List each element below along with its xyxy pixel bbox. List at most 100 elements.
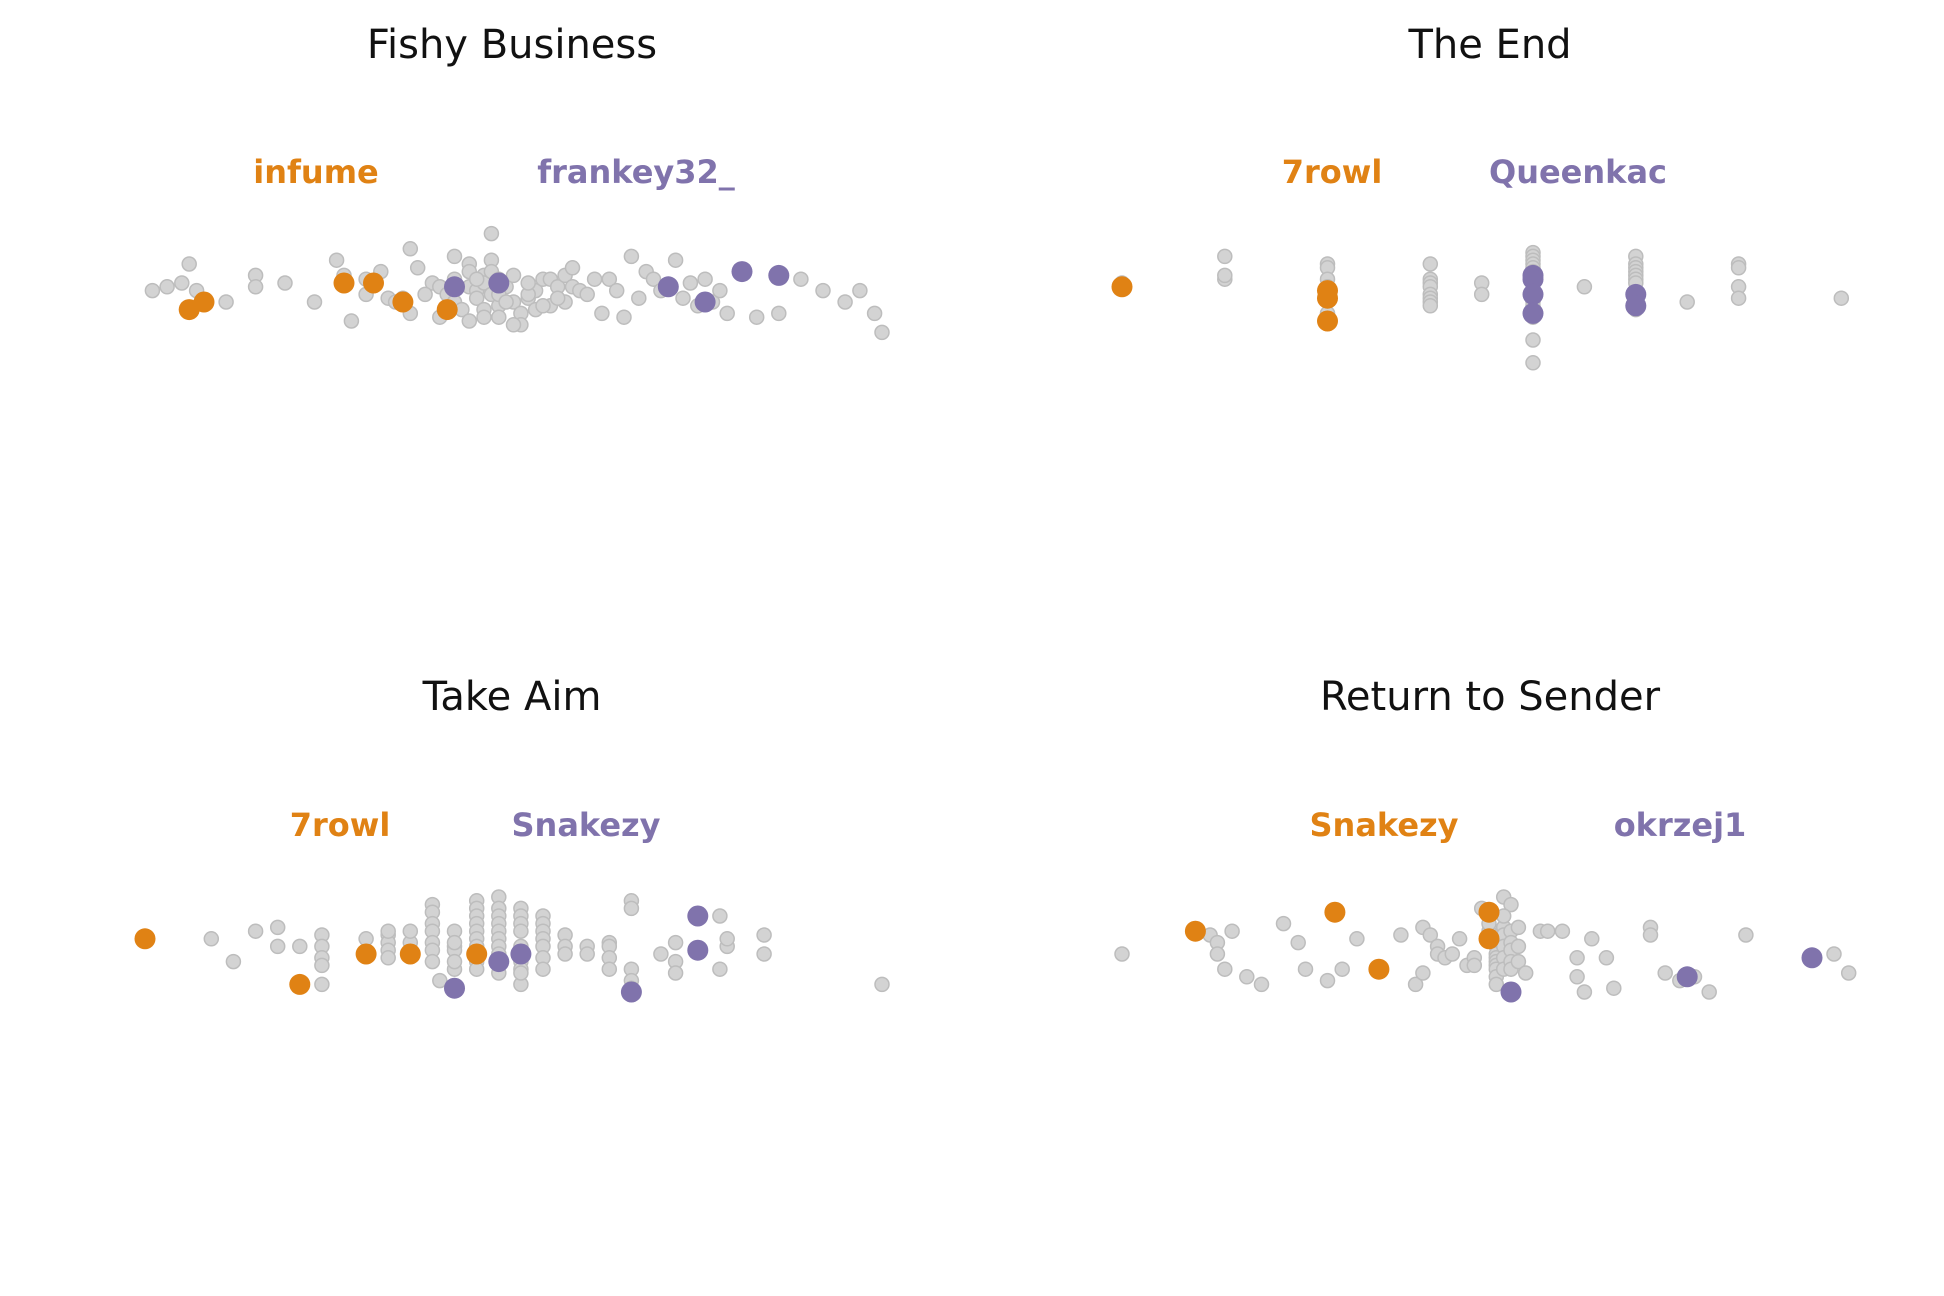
other-player-point [476,309,492,325]
other-player-point [623,248,640,265]
other-player-point [247,923,264,939]
plot-area [134,889,890,1003]
plot-area [144,225,890,341]
other-player-point [1349,931,1365,947]
other-player-point [793,271,809,287]
panel-fishy-business: Fishy Business infume frankey32_ [144,22,890,341]
other-player-point [1517,965,1534,981]
player-a-point [1478,901,1500,923]
other-player-point [874,976,890,993]
player-a-point [193,291,215,313]
other-player-point [513,965,529,981]
player-b-point [1522,268,1544,290]
other-player-point [719,305,735,322]
other-player-point [837,294,853,310]
other-player-point [1422,927,1439,943]
plot-area [1111,244,1850,371]
player-a-point [392,291,414,313]
player-a-point [436,299,458,321]
other-player-point [1510,938,1527,955]
other-player-point [1290,934,1306,951]
other-player-point [682,275,699,291]
other-player-point [218,294,234,310]
player-b-point [731,261,753,283]
other-player-point [1576,279,1593,295]
other-player-point [1407,976,1424,993]
player-b-point [1625,295,1647,317]
player-a-point [1317,310,1338,332]
player-a-label: 7rowl [1282,153,1383,191]
other-player-point [771,305,787,322]
other-player-point [417,286,433,303]
player-b-point [694,291,716,313]
player-a-point [134,928,156,950]
player-b-label: frankey32_ [537,153,735,191]
other-player-point [1217,248,1233,265]
player-b-point [687,905,709,927]
other-player-point [505,267,522,284]
other-player-point [1393,927,1409,943]
other-player-point [579,946,595,962]
other-player-point [616,309,632,325]
player-a-label: infume [253,153,379,191]
other-player-point [1275,915,1292,932]
other-player-point [667,934,684,951]
other-player-point [1510,953,1527,970]
other-player-point [1224,923,1240,939]
panel-title: Take Aim [422,674,602,720]
player-b-point [444,276,465,298]
other-player-point [203,931,220,947]
player-a-point [1368,958,1390,980]
other-player-point [520,275,536,291]
other-player-point [314,976,330,993]
panel-the-end: The End 7rowl Queenkac [1111,22,1850,371]
other-player-point [697,271,713,287]
other-player-point [1576,984,1593,1000]
other-player-point [1584,931,1600,947]
other-player-point [269,919,286,936]
other-player-point [667,965,684,981]
other-player-point [483,225,500,242]
other-player-point [1114,946,1130,962]
other-player-point [468,271,485,287]
other-player-point [1422,298,1439,314]
panel-title: Return to Sender [1320,674,1661,720]
other-player-point [712,961,728,977]
other-player-point [1319,972,1336,989]
player-a-point [289,973,311,995]
other-player-point [535,961,551,977]
other-player-point [1444,946,1461,962]
other-player-point [1525,332,1541,348]
other-player-point [1466,957,1483,974]
other-player-point [1422,256,1439,272]
other-player-point [1738,927,1754,943]
player-b-point [1801,947,1823,969]
player-a-point [1478,928,1500,950]
other-player-point [181,256,197,272]
other-player-point [586,271,603,287]
other-player-point [306,294,323,310]
other-player-point [1606,980,1622,996]
player-b-point [768,264,790,286]
panel-take-aim: Take Aim 7rowl Snakezy [134,674,890,1003]
other-player-point [1730,260,1747,276]
other-player-point [247,279,264,295]
other-player-point [1451,931,1468,947]
plot-area [1114,889,1857,1003]
other-player-point [328,252,345,268]
other-player-point [498,294,514,310]
other-player-point [513,923,529,939]
other-player-point [712,908,728,924]
other-player-point [1525,355,1541,371]
other-player-point [852,282,868,299]
other-player-point [815,282,831,299]
player-b-point [444,977,465,999]
other-player-point [446,248,463,265]
other-player-point [446,934,463,951]
other-player-point [292,938,308,955]
other-player-point [579,286,595,303]
player-a-label: 7rowl [290,806,391,844]
player-b-label: Queenkac [1489,153,1667,191]
other-player-point [866,305,883,322]
